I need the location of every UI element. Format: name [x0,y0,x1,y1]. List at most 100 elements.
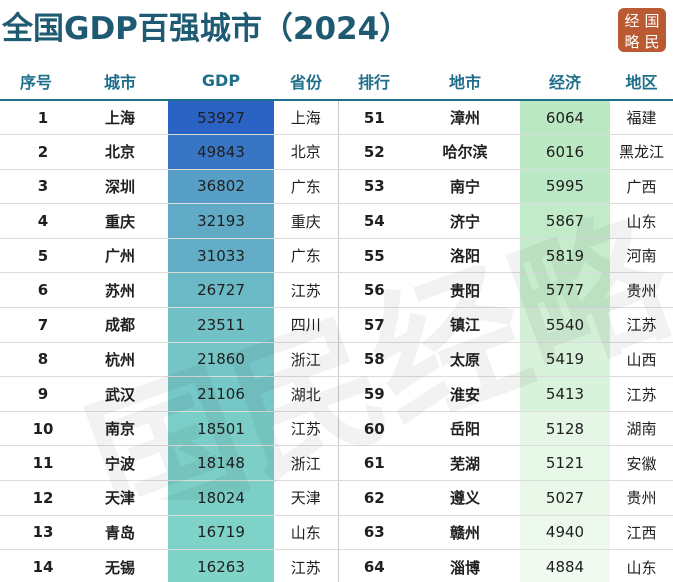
gdp-value: 18024 [168,480,274,516]
rank-number: 57 [338,307,410,343]
prefecture-city-name: 漳州 [410,100,520,136]
economy-value: 5027 [520,480,610,516]
row-index: 1 [0,100,72,136]
province-name: 天津 [274,480,339,516]
province-name: 江苏 [274,549,339,582]
city-name: 青岛 [72,515,168,551]
table-row: 9 武汉 21106 湖北 59 淮安 5413 江苏 [0,376,673,412]
economy-value: 6016 [520,134,610,170]
table-row: 7 成都 23511 四川 57 镇江 5540 江苏 [0,307,673,343]
rank-number: 54 [338,203,410,239]
brand-logo: 经 国 略 民 [618,8,666,52]
province-name: 重庆 [274,203,339,239]
province-name: 山东 [274,515,339,551]
region-name: 湖南 [610,411,673,447]
region-name: 贵州 [610,480,673,516]
table-row: 10 南京 18501 江苏 60 岳阳 5128 湖南 [0,411,673,447]
prefecture-city-name: 哈尔滨 [410,134,520,170]
province-name: 江苏 [274,272,339,309]
city-name: 北京 [72,134,168,170]
prefecture-city-name: 芜湖 [410,445,520,482]
gdp-value: 16719 [168,515,274,551]
province-name: 北京 [274,134,339,170]
gdp-value: 53927 [168,100,274,136]
rank-number: 60 [338,411,410,447]
city-name: 上海 [72,100,168,136]
row-index: 6 [0,272,72,309]
prefecture-city-name: 遵义 [410,480,520,516]
row-index: 11 [0,445,72,482]
rank-number: 58 [338,342,410,378]
province-name: 四川 [274,307,339,343]
region-name: 黑龙江 [610,134,673,170]
table-row: 1 上海 53927 上海 51 漳州 6064 福建 [0,100,673,136]
city-name: 南京 [72,411,168,447]
gdp-value: 49843 [168,134,274,170]
table-row: 3 深圳 36802 广东 53 南宁 5995 广西 [0,169,673,205]
logo-char: 经 [624,12,640,30]
province-name: 浙江 [274,342,339,378]
region-name: 江苏 [610,307,673,343]
prefecture-city-name: 贵阳 [410,272,520,309]
prefecture-city-name: 淮安 [410,376,520,412]
prefecture-city-name: 镇江 [410,307,520,343]
rank-number: 63 [338,515,410,551]
header-prefecture-city: 地市 [410,62,520,101]
header-rank: 排行 [338,62,410,101]
row-index: 13 [0,515,72,551]
table-row: 4 重庆 32193 重庆 54 济宁 5867 山东 [0,203,673,239]
rank-number: 55 [338,238,410,274]
gdp-value: 21106 [168,376,274,412]
rank-number: 52 [338,134,410,170]
row-index: 2 [0,134,72,170]
province-name: 湖北 [274,376,339,412]
province-name: 广东 [274,238,339,274]
row-index: 9 [0,376,72,412]
economy-value: 5867 [520,203,610,239]
city-name: 杭州 [72,342,168,378]
header-gdp: GDP [168,62,274,101]
table-header-row: 序号 城市 GDP 省份 排行 地市 经济 地区 [0,62,673,101]
region-name: 山东 [610,549,673,582]
region-name: 福建 [610,100,673,136]
economy-value: 6064 [520,100,610,136]
economy-value: 5413 [520,376,610,412]
rank-number: 51 [338,100,410,136]
logo-char: 国 [644,12,660,30]
province-name: 江苏 [274,411,339,447]
city-name: 重庆 [72,203,168,239]
row-index: 4 [0,203,72,239]
table-row: 11 宁波 18148 浙江 61 芜湖 5121 安徽 [0,445,673,482]
city-name: 成都 [72,307,168,343]
region-name: 江西 [610,515,673,551]
economy-value: 5540 [520,307,610,343]
gdp-ranking-table: 序号 城市 GDP 省份 排行 地市 经济 地区 1 上海 53927 上海 51 漳州 6… [0,62,673,582]
prefecture-city-name: 济宁 [410,203,520,239]
gdp-value: 31033 [168,238,274,274]
economy-value: 4940 [520,515,610,551]
gdp-value: 21860 [168,342,274,378]
city-name: 天津 [72,480,168,516]
row-index: 7 [0,307,72,343]
province-name: 广东 [274,169,339,205]
prefecture-city-name: 太原 [410,342,520,378]
row-index: 14 [0,549,72,582]
economy-value: 5777 [520,272,610,309]
row-index: 3 [0,169,72,205]
city-name: 苏州 [72,272,168,309]
city-name: 深圳 [72,169,168,205]
table-row: 13 青岛 16719 山东 63 赣州 4940 江西 [0,515,673,551]
gdp-value: 26727 [168,272,274,309]
prefecture-city-name: 岳阳 [410,411,520,447]
city-name: 宁波 [72,445,168,482]
header-index: 序号 [0,62,72,101]
prefecture-city-name: 南宁 [410,169,520,205]
table-row: 8 杭州 21860 浙江 58 太原 5419 山西 [0,342,673,378]
rank-number: 64 [338,549,410,582]
economy-value: 5995 [520,169,610,205]
region-name: 广西 [610,169,673,205]
city-name: 无锡 [72,549,168,582]
header-region: 地区 [610,62,673,101]
gdp-value: 16263 [168,549,274,582]
region-name: 贵州 [610,272,673,309]
